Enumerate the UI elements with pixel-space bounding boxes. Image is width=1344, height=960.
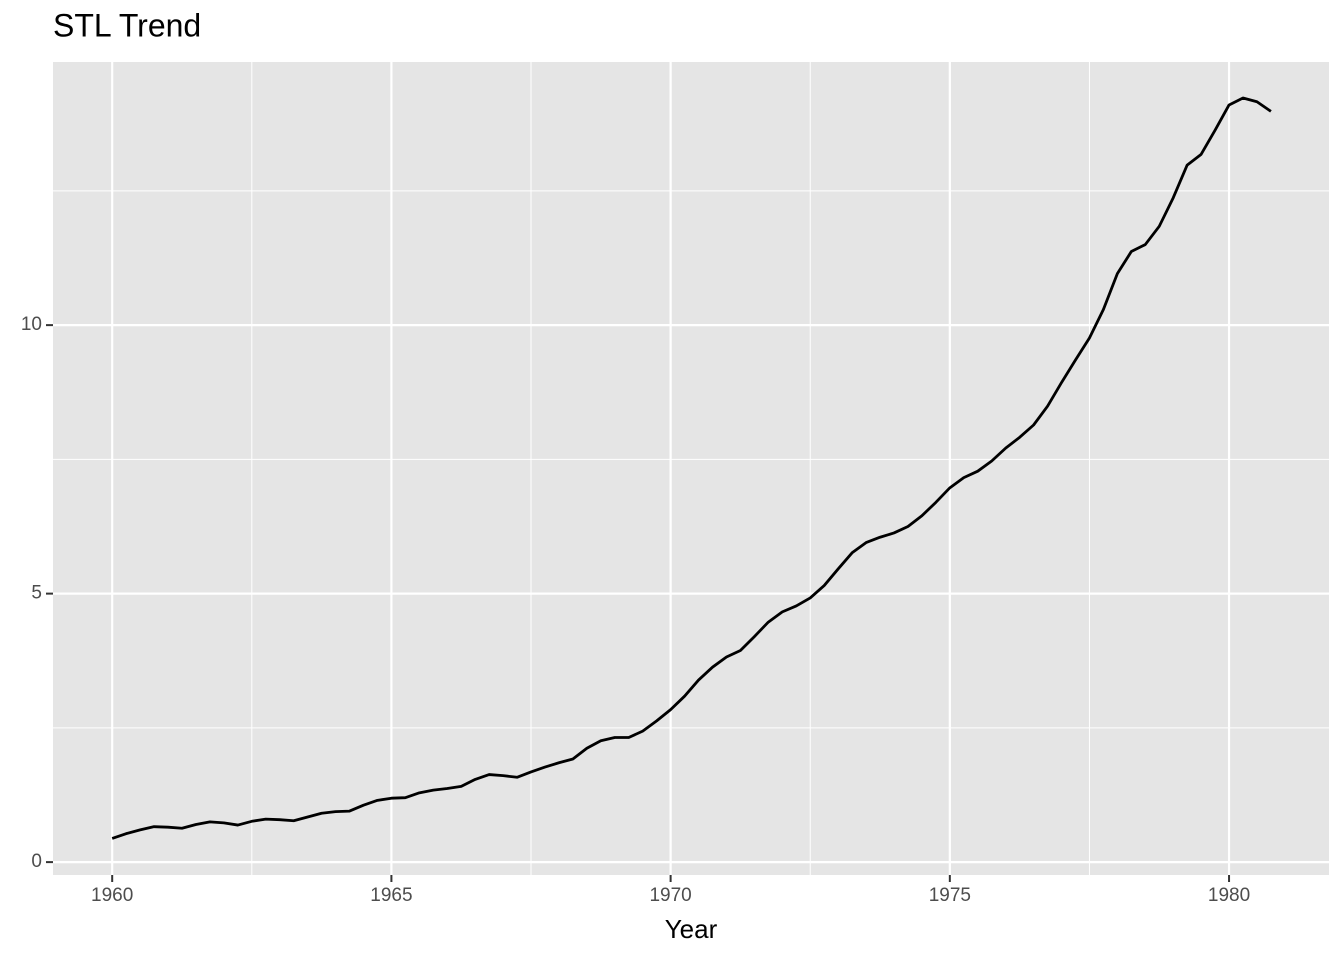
- x-tick-label: 1960: [91, 885, 133, 906]
- x-axis-title: Year: [665, 914, 718, 944]
- x-tick-label: 1965: [370, 885, 412, 906]
- line: [111, 96, 1272, 840]
- y-tick-label: 0: [31, 851, 42, 872]
- x-tick-label: 1980: [1208, 885, 1250, 906]
- y-tick-label: 5: [31, 583, 42, 604]
- x-tick-label: 1970: [649, 885, 691, 906]
- x-tick-label: 1975: [929, 885, 971, 906]
- chart-title: STL Trend: [53, 7, 201, 43]
- y-tick-label: 10: [21, 314, 42, 335]
- panel: [53, 62, 1329, 875]
